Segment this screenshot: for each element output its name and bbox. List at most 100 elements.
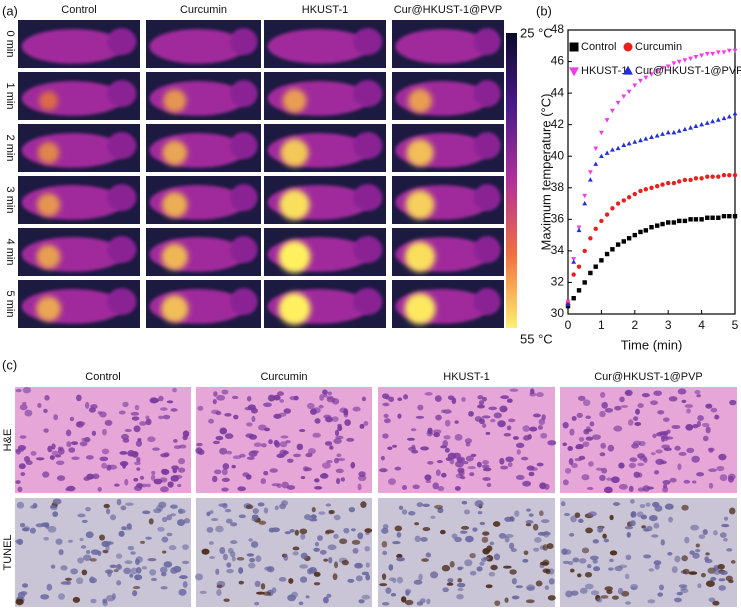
mouse-body [21,29,125,64]
nucleus [321,472,328,478]
nucleus [278,577,287,582]
nucleus [77,513,86,518]
nucleus [296,443,304,451]
nucleus [57,448,65,455]
nucleus [695,543,700,548]
nucleus [219,427,228,435]
marker [599,258,604,263]
nucleus [129,573,134,578]
nucleus [442,440,449,447]
nucleus [665,436,674,440]
marker [643,75,649,80]
marker [677,218,682,224]
thermal-image [392,20,504,68]
nucleus [481,396,488,402]
nucleus [147,436,156,443]
nucleus [588,511,597,517]
nucleus [507,462,513,468]
nucleus [328,556,333,564]
nucleus [219,447,228,455]
mouse-head [229,80,258,108]
nucleus [307,568,313,575]
nucleus [196,442,203,447]
nucleus [208,418,214,424]
nucleus [124,478,129,486]
thermal-image [18,228,140,276]
nucleus [225,518,233,524]
nucleus [493,412,502,419]
nucleus [467,466,476,470]
nucleus [511,577,517,585]
nucleus [449,560,455,568]
nucleus [599,410,606,418]
marker [693,123,699,129]
nucleus [725,575,733,582]
nucleus [520,456,529,461]
nucleus [596,597,603,603]
nucleus [727,475,735,483]
nucleus [58,593,66,600]
nucleus [653,390,662,396]
marker [716,174,721,179]
marker [721,50,727,55]
marker [671,220,677,225]
nucleus [134,574,143,581]
nucleus [713,568,721,576]
nucleus [601,401,608,409]
thermal-image [264,176,386,224]
nucleus [702,529,708,536]
nucleus [311,514,317,522]
marker [660,221,665,227]
nucleus [249,557,256,563]
nucleus [321,462,331,469]
thermal-image [146,228,261,276]
nucleus [503,433,512,437]
marker [726,48,732,54]
nucleus [114,483,120,487]
nucleus [52,511,59,518]
nucleus [560,501,566,507]
marker [582,280,587,285]
nucleus [632,440,642,446]
nucleus [387,446,393,450]
nucleus [705,403,713,409]
nucleus [461,500,468,505]
nucleus [51,450,59,456]
nucleus [238,514,246,519]
nucleus [273,413,282,419]
nucleus [102,599,108,607]
hotspot [38,91,59,111]
nucleus [474,500,484,508]
nucleus [434,504,444,509]
nucleus [695,548,701,553]
marker [626,89,632,95]
nucleus [445,457,452,462]
nucleus [251,415,256,423]
nucleus [263,507,269,514]
nucleus [86,550,91,554]
nucleus [262,591,271,596]
marker [726,114,732,119]
nucleus [248,538,253,542]
nucleus [332,573,338,581]
nucleus [216,394,226,401]
nucleus [208,541,214,545]
nucleus [347,578,355,583]
nucleus [336,478,341,485]
nucleus [383,413,389,419]
nucleus [254,601,260,606]
nucleus [525,520,534,524]
marker [599,218,604,224]
nucleus [497,420,506,428]
nucleus [610,476,620,484]
nucleus [116,498,122,506]
panel-label: (b) [536,3,552,18]
nucleus [698,534,706,539]
nucleus [509,542,515,550]
marker [704,120,710,125]
nucleus [667,552,673,556]
nucleus [509,569,517,575]
marker [654,133,660,138]
nucleus [223,598,230,602]
nucleus [380,455,385,461]
